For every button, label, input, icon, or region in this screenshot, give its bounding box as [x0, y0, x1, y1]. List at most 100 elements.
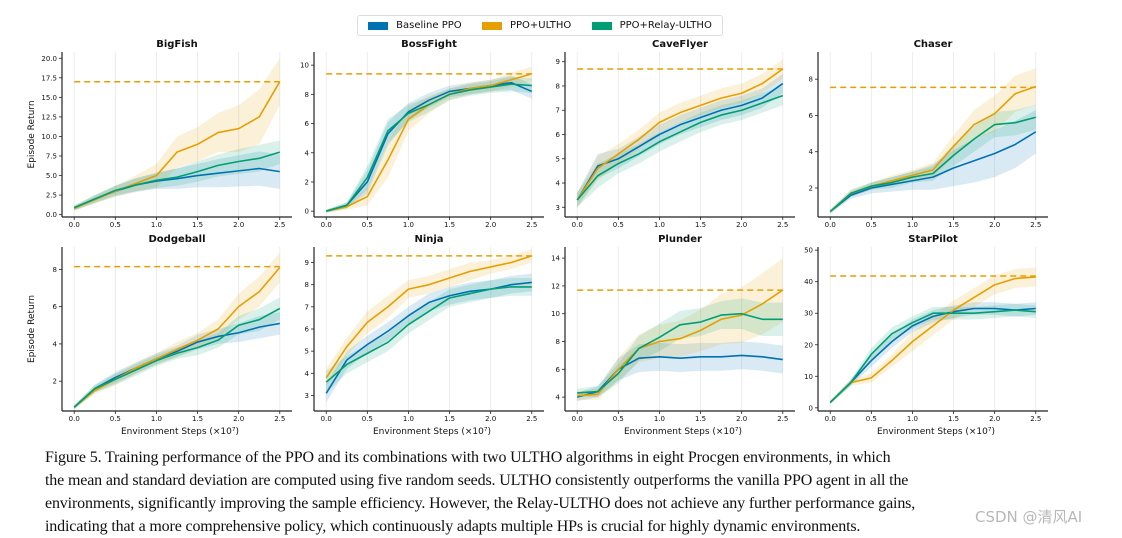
- x-tick-label: 0.5: [613, 415, 624, 423]
- series-line: [829, 276, 1036, 404]
- subplot-starpilot: 0.0 0.5 1.0 1.5 2.0 2.5 0 10 20 30 40 50 StarPilot En…: [804, 234, 1048, 437]
- y-tick-label: 2: [305, 178, 309, 186]
- y-tick-label: 3: [556, 204, 560, 212]
- y-tick-label: 17.5: [41, 74, 57, 82]
- x-tick-label: 2.0: [485, 221, 496, 229]
- x-tick-label: 0.0: [825, 221, 836, 229]
- y-tick-label: 8: [305, 281, 309, 289]
- std-band: [74, 58, 280, 211]
- x-tick-label: 2.0: [989, 221, 1000, 229]
- legend-swatch: [481, 21, 502, 30]
- y-tick-label: 4: [556, 180, 561, 188]
- std-band: [326, 75, 532, 213]
- y-tick-label: 50: [804, 247, 813, 255]
- legend-label: PPO+ULTHO: [509, 20, 572, 31]
- y-tick-label: 0: [305, 208, 309, 216]
- x-tick-label: 2.5: [274, 221, 285, 229]
- legend-swatch: [591, 21, 612, 30]
- y-tick-label: 8: [809, 76, 813, 84]
- y-tick-label: 4: [53, 340, 58, 348]
- legend-item-baseline-ppo: Baseline PPO: [368, 20, 462, 31]
- y-tick-label: 8: [53, 266, 57, 274]
- x-tick-label: 1.5: [695, 221, 706, 229]
- x-tick-label: 1.0: [151, 221, 162, 229]
- x-tick-label: 1.5: [444, 415, 455, 423]
- x-axis-label: Environment Steps (×10⁷): [877, 427, 995, 437]
- std-band: [74, 252, 280, 410]
- x-axis-label: Environment Steps (×10⁷): [373, 427, 491, 437]
- series-line: [73, 322, 280, 408]
- subplot-title: Chaser: [914, 39, 953, 50]
- y-tick-label: 2: [53, 378, 57, 386]
- legend: Baseline PPO PPO+ULTHO PPO+Relay-ULTHO: [357, 15, 723, 36]
- series-line: [829, 307, 1036, 404]
- series-line: [577, 312, 783, 394]
- caption-line: indicating that a more comprehensive pol…: [45, 518, 861, 535]
- y-tick-label: 5: [305, 348, 309, 356]
- y-tick-label: 15.0: [41, 94, 57, 102]
- y-tick-label: 2: [809, 184, 813, 192]
- x-tick-label: 0.5: [613, 221, 624, 229]
- std-band: [830, 68, 1036, 214]
- x-tick-label: 2.5: [777, 221, 788, 229]
- y-tick-label: 8: [305, 91, 309, 99]
- x-tick-label: 1.0: [907, 415, 918, 423]
- subplot-chaser: 0.0 0.5 1.0 1.5 2.0 2.5 2 4 6 8 Chaser: [809, 39, 1048, 229]
- y-tick-label: 10: [300, 62, 309, 70]
- std-band: [830, 303, 1036, 405]
- y-axis-label: Episode Return: [27, 295, 37, 363]
- y-tick-label: 9: [556, 58, 560, 66]
- series-line: [326, 83, 532, 212]
- x-tick-label: 1.0: [151, 415, 162, 423]
- x-tick-label: 1.0: [403, 415, 414, 423]
- subplot-title: CaveFlyer: [652, 39, 708, 50]
- y-tick-label: 30: [804, 310, 813, 318]
- subplot-plunder: 0.0 0.5 1.0 1.5 2.0 2.5 4 6 8 10 12 14 Plunder Enviro…: [551, 234, 795, 437]
- x-tick-label: 0.5: [110, 221, 121, 229]
- series-line: [829, 131, 1037, 213]
- y-tick-label: 14: [551, 255, 560, 263]
- subplot-title: Dodgeball: [148, 234, 205, 245]
- y-tick-label: 8: [556, 82, 560, 90]
- x-tick-label: 0.5: [110, 415, 121, 423]
- x-tick-label: 2.0: [736, 415, 747, 423]
- series-line: [576, 82, 784, 201]
- x-tick-label: 1.5: [192, 221, 203, 229]
- x-tick-label: 2.5: [274, 415, 285, 423]
- x-tick-label: 0.0: [321, 415, 332, 423]
- series-line: [576, 68, 784, 201]
- y-tick-label: 4: [305, 149, 310, 157]
- caption-line: the mean and standard deviation are comp…: [45, 472, 909, 489]
- y-tick-label: 4: [305, 370, 310, 378]
- legend-item-ppo-relay-ultho: PPO+Relay-ULTHO: [591, 20, 712, 31]
- y-tick-label: 8: [556, 338, 560, 346]
- subplot-title: BossFight: [401, 39, 457, 50]
- x-tick-label: 1.5: [192, 415, 203, 423]
- subplot-title: Plunder: [658, 234, 702, 245]
- subplot-dodgeball: 0.0 0.5 1.0 1.5 2.0 2.5 2 4 6 8 Dodgeball Episode R…: [27, 234, 292, 437]
- y-tick-label: 7: [556, 107, 560, 115]
- series-line: [829, 309, 1036, 404]
- subplot-title: Ninja: [414, 234, 443, 245]
- x-tick-label: 2.0: [233, 221, 244, 229]
- std-band: [830, 267, 1036, 405]
- x-tick-label: 1.5: [695, 415, 706, 423]
- x-tick-label: 0.0: [825, 415, 836, 423]
- x-tick-label: 0.5: [362, 415, 373, 423]
- series-line: [576, 94, 784, 201]
- watermark: CSDN @清风AI: [975, 508, 1083, 526]
- x-tick-label: 0.0: [321, 221, 332, 229]
- y-tick-label: 4: [809, 148, 814, 156]
- series-line: [829, 116, 1036, 213]
- std-band: [74, 140, 280, 210]
- x-tick-label: 2.0: [989, 415, 1000, 423]
- legend-label: PPO+Relay-ULTHO: [619, 20, 712, 31]
- y-axis-label: Episode Return: [27, 100, 37, 168]
- x-tick-label: 2.0: [736, 221, 747, 229]
- std-band: [577, 298, 783, 398]
- legend-item-ppo-ultho: PPO+ULTHO: [481, 20, 572, 31]
- std-band: [74, 312, 280, 410]
- y-tick-label: 6: [556, 131, 561, 139]
- x-tick-label: 2.5: [526, 221, 537, 229]
- y-tick-label: 2.5: [46, 192, 57, 200]
